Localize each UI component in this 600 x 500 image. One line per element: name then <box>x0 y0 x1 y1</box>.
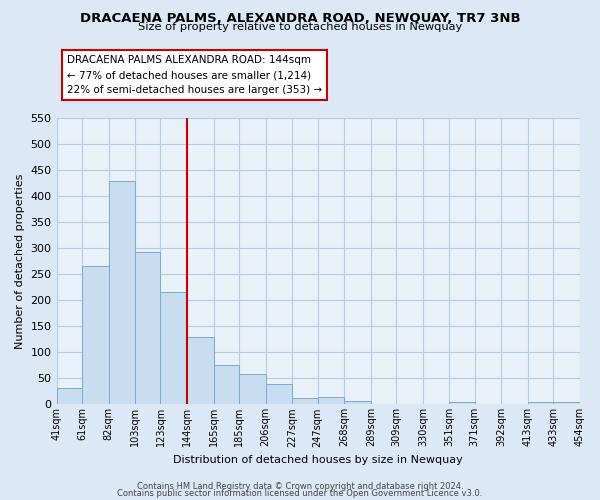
Bar <box>109 182 135 404</box>
Bar <box>56 388 82 404</box>
Bar <box>317 396 344 404</box>
Y-axis label: Number of detached properties: Number of detached properties <box>15 174 25 349</box>
Bar <box>187 336 214 404</box>
Bar <box>266 384 292 404</box>
Bar <box>214 365 239 405</box>
Bar <box>344 400 371 404</box>
Bar <box>239 374 266 404</box>
Text: Contains public sector information licensed under the Open Government Licence v3: Contains public sector information licen… <box>118 490 482 498</box>
Bar <box>82 266 109 404</box>
Bar <box>528 402 553 404</box>
Bar <box>160 292 187 405</box>
Text: DRACAENA PALMS ALEXANDRA ROAD: 144sqm
← 77% of detached houses are smaller (1,21: DRACAENA PALMS ALEXANDRA ROAD: 144sqm ← … <box>67 56 322 95</box>
Text: DRACAENA PALMS, ALEXANDRA ROAD, NEWQUAY, TR7 3NB: DRACAENA PALMS, ALEXANDRA ROAD, NEWQUAY,… <box>80 12 520 26</box>
Bar <box>292 398 317 404</box>
Text: Size of property relative to detached houses in Newquay: Size of property relative to detached ho… <box>138 22 462 32</box>
Bar <box>135 252 160 404</box>
Text: Contains HM Land Registry data © Crown copyright and database right 2024.: Contains HM Land Registry data © Crown c… <box>137 482 463 491</box>
X-axis label: Distribution of detached houses by size in Newquay: Distribution of detached houses by size … <box>173 455 463 465</box>
Bar <box>449 402 475 404</box>
Bar <box>553 402 580 404</box>
